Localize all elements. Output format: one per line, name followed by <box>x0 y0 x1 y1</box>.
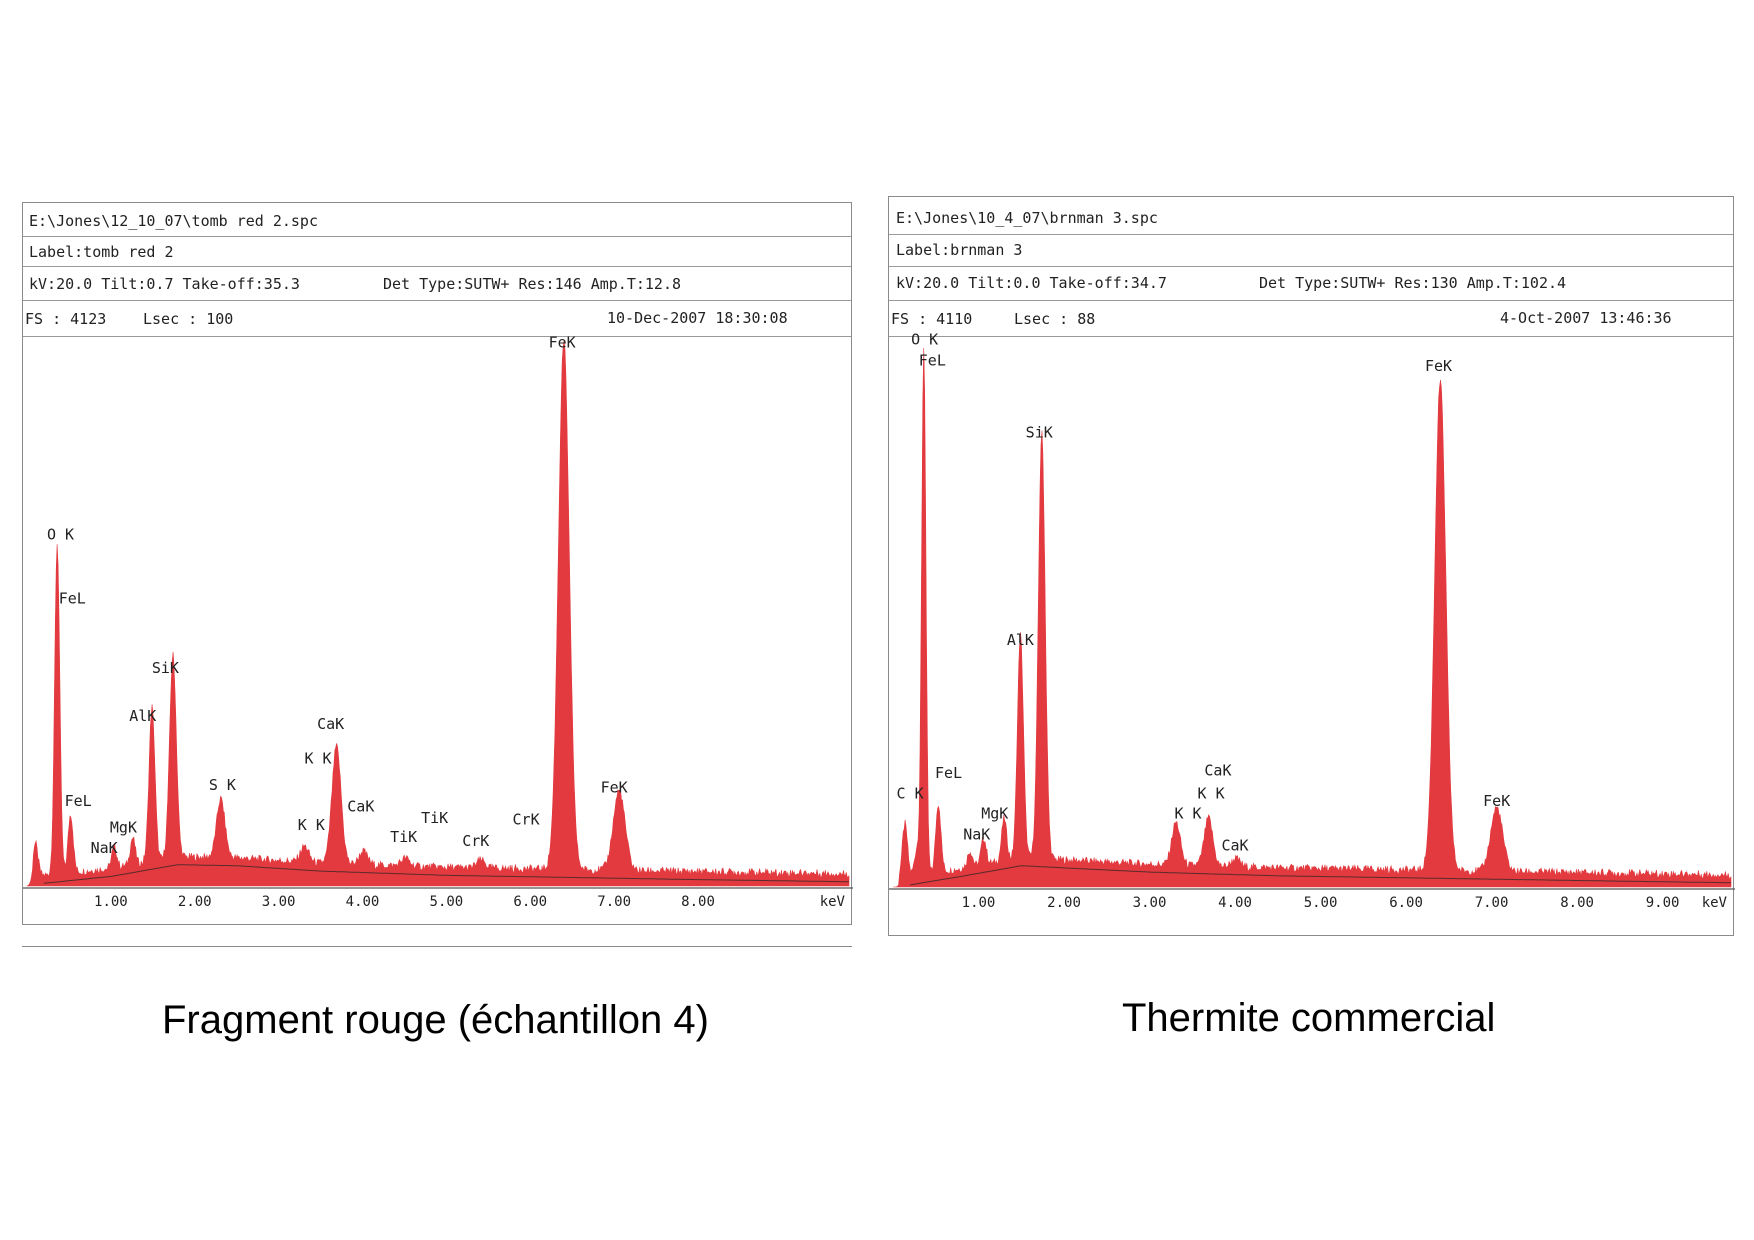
x-tick-label: 8.00 <box>681 894 715 910</box>
params-row: kV:20.0 Tilt:0.0 Take-off:34.7 Det Type:… <box>889 267 1733 301</box>
x-tick-label: 6.00 <box>513 894 547 910</box>
peak-annotation: K K <box>298 816 325 834</box>
peak-annotation: NaK <box>91 839 118 857</box>
background-fit-curve <box>910 865 1731 886</box>
caption-left: Fragment rouge (échantillon 4) <box>162 998 709 1042</box>
x-axis-label: keV <box>820 894 846 910</box>
x-tick-label: 7.00 <box>597 894 631 910</box>
peak-annotation: FeK <box>549 334 576 352</box>
peak-annotation: K K <box>1198 785 1225 803</box>
peak-annotation: NaK <box>963 826 990 844</box>
x-tick-label: 2.00 <box>1047 895 1081 911</box>
sample-label: Label:tomb red 2 <box>29 243 174 261</box>
spectrum-panel-right: E:\Jones\10_4_07\brnman 3.spc Label:brnm… <box>888 196 1735 936</box>
file-path: E:\Jones\12_10_07\tomb red 2.spc <box>29 212 318 230</box>
x-tick-label: 8.00 <box>1560 895 1594 911</box>
peak-annotation: TiK <box>421 809 448 827</box>
panel-divider-line <box>22 946 852 947</box>
detector-params: Det Type:SUTW+ Res:146 Amp.T:12.8 <box>383 275 682 293</box>
acquisition-datetime: 10-Dec-2007 18:30:08 <box>607 309 788 327</box>
peak-annotation: C K <box>897 785 924 803</box>
peak-annotation: MgK <box>981 804 1008 822</box>
file-path-row: E:\Jones\12_10_07\tomb red 2.spc <box>23 203 851 237</box>
x-tick-label: 9.00 <box>1646 895 1680 911</box>
acquisition-row: FS : 4123 Lsec : 100 10-Dec-2007 18:30:0… <box>23 301 851 337</box>
spectrum-panel-left: E:\Jones\12_10_07\tomb red 2.spc Label:t… <box>22 202 853 925</box>
detector-params: Det Type:SUTW+ Res:130 Amp.T:102.4 <box>1259 274 1567 292</box>
spectrum-area <box>893 347 1732 888</box>
peak-annotation: CaK <box>317 715 344 733</box>
peak-annotation: AlK <box>129 707 156 725</box>
peak-annotation: K K <box>305 749 332 767</box>
sample-label: Label:brnman 3 <box>896 241 1023 259</box>
peak-annotation: FeK <box>601 779 628 797</box>
beam-params: kV:20.0 Tilt:0.0 Take-off:34.7 <box>896 274 1167 292</box>
peak-annotation: SiK <box>152 659 179 677</box>
peak-annotation: FeL <box>935 764 962 782</box>
peak-annotation: FeK <box>1483 792 1510 810</box>
peak-annotation: AlK <box>1007 631 1034 649</box>
x-tick-label: 4.00 <box>346 894 380 910</box>
peak-annotation: CaK <box>1221 836 1248 854</box>
x-tick-label: 5.00 <box>430 894 464 910</box>
peak-annotation: FeL <box>919 352 946 370</box>
peak-annotation: CrK <box>513 811 540 829</box>
peak-annotation: O K <box>911 330 938 348</box>
caption-right: Thermite commercial <box>1122 996 1496 1040</box>
x-tick-label: 6.00 <box>1389 895 1423 911</box>
spectrum-chart-right: 1.00 2.00 3.00 4.00 5.00 6.00 7.00 8.00 9.00 keV O… <box>889 330 1735 911</box>
x-axis-label: keV <box>1702 895 1728 911</box>
spectrum-chart-left: 1.00 2.00 3.00 4.00 5.00 6.00 7.00 8.00 keV FeK O … <box>23 334 853 910</box>
x-tick-label: 5.00 <box>1304 895 1338 911</box>
peak-annotation: TiK <box>390 828 417 846</box>
x-tick-label: 3.00 <box>262 894 296 910</box>
label-row: Label:tomb red 2 <box>23 237 851 267</box>
peak-annotation: S K <box>209 776 236 794</box>
x-tick-label: 3.00 <box>1133 895 1167 911</box>
background-fit-curve <box>43 864 849 884</box>
full-scale-count: FS : 4110 <box>891 310 973 328</box>
params-row: kV:20.0 Tilt:0.7 Take-off:35.3 Det Type:… <box>23 267 851 301</box>
peak-annotation: O K <box>47 526 74 544</box>
live-seconds: Lsec : 88 <box>1014 310 1096 328</box>
full-scale-count: FS : 4123 <box>25 310 107 328</box>
label-row: Label:brnman 3 <box>889 235 1733 267</box>
x-tick-label: 2.00 <box>178 894 212 910</box>
peak-annotation: K K <box>1174 804 1201 822</box>
x-tick-label: 1.00 <box>962 895 996 911</box>
peak-annotation: FeL <box>65 792 92 810</box>
peak-annotation: FeL <box>59 590 86 608</box>
x-tick-label: 1.00 <box>94 894 128 910</box>
file-path-row: E:\Jones\10_4_07\brnman 3.spc <box>889 197 1733 235</box>
peak-annotation: FeK <box>1425 357 1452 375</box>
acquisition-datetime: 4-Oct-2007 13:46:36 <box>1500 309 1672 327</box>
peak-annotation: CaK <box>347 797 374 815</box>
spectrum-area <box>26 340 850 887</box>
peak-annotation: CaK <box>1204 761 1231 779</box>
x-tick-label: 4.00 <box>1218 895 1252 911</box>
file-path: E:\Jones\10_4_07\brnman 3.spc <box>896 209 1158 227</box>
live-seconds: Lsec : 100 <box>143 310 234 328</box>
x-tick-label: 7.00 <box>1475 895 1509 911</box>
peak-annotation: CrK <box>462 832 489 850</box>
beam-params: kV:20.0 Tilt:0.7 Take-off:35.3 <box>29 275 300 293</box>
peak-annotation: MgK <box>110 819 137 837</box>
acquisition-row: FS : 4110 Lsec : 88 4-Oct-2007 13:46:36 <box>889 301 1733 337</box>
peak-annotation: SiK <box>1026 423 1053 441</box>
